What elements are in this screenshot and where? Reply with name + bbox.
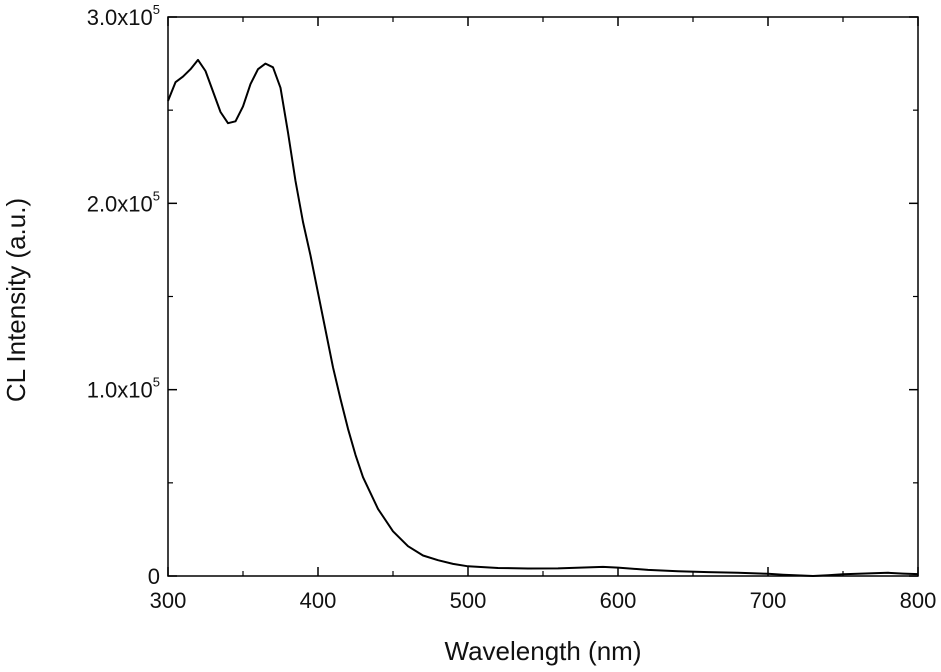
y-axis-ticks: 0 1.0x105 2.0x105 3.0x105 — [87, 2, 918, 589]
x-tick-label: 600 — [600, 588, 637, 613]
y-tick-label: 2.0x105 — [87, 188, 160, 216]
x-axis-title: Wavelength (nm) — [445, 636, 642, 666]
x-tick-label: 300 — [150, 588, 187, 613]
y-tick-label: 0 — [148, 564, 160, 589]
x-tick-label: 400 — [300, 588, 337, 613]
x-tick-label: 500 — [450, 588, 487, 613]
x-tick-label: 700 — [750, 588, 787, 613]
x-tick-label: 800 — [900, 588, 937, 613]
spectrum-line — [167, 58, 919, 577]
y-tick-label: 3.0x105 — [87, 2, 160, 30]
x-axis-ticks: 300 400 500 600 700 800 — [150, 17, 937, 613]
y-tick-label: 1.0x105 — [87, 375, 160, 403]
y-axis-title: CL Intensity (a.u.) — [1, 198, 31, 402]
series-layer — [167, 58, 919, 577]
plot-frame — [167, 16, 919, 577]
